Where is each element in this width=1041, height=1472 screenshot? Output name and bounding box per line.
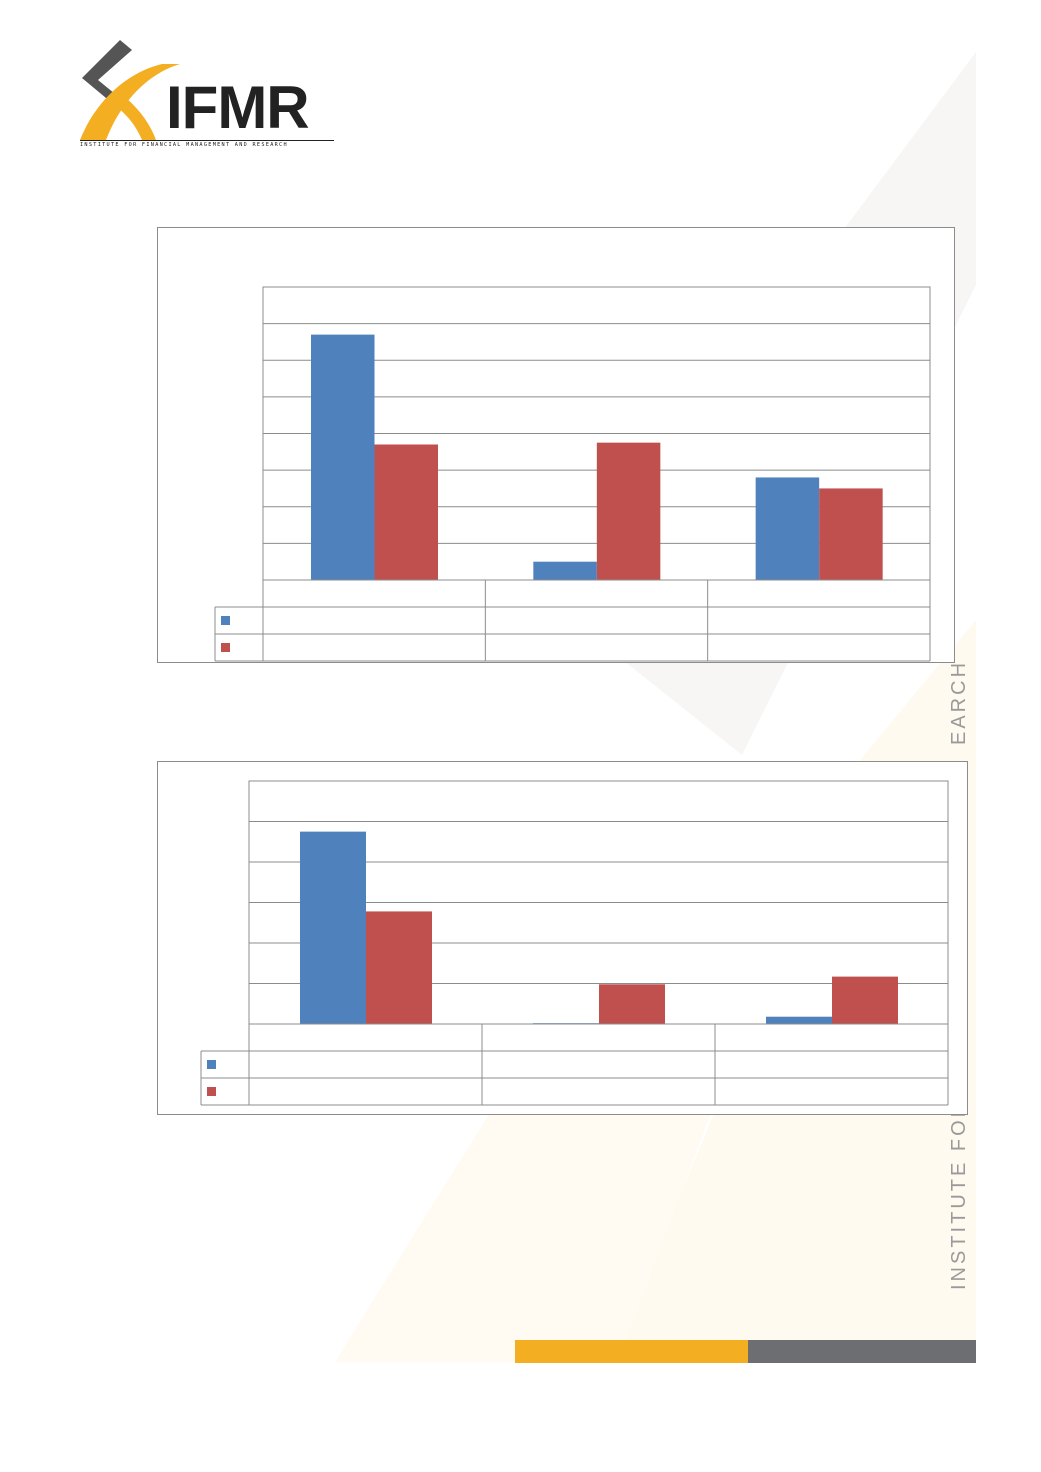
bar-series1-cat3 bbox=[766, 1016, 832, 1024]
bar-series1-cat1 bbox=[311, 334, 375, 580]
logo-grey-chevron bbox=[82, 40, 132, 98]
chart-2-svg bbox=[200, 780, 949, 1106]
logo-wordmark: IFMR bbox=[166, 74, 310, 141]
bar-series1-cat2 bbox=[533, 561, 597, 580]
bar-series1-cat1 bbox=[300, 831, 366, 1024]
footer-bar-grey bbox=[748, 1340, 976, 1363]
bar-series2-cat2 bbox=[596, 442, 661, 580]
logo-tagline: INSTITUTE FOR FINANCIAL MANAGEMENT AND R… bbox=[80, 140, 334, 148]
side-text-part2: EARCH bbox=[948, 659, 970, 745]
footer-bar-gold bbox=[515, 1340, 748, 1363]
legend-key-series1 bbox=[221, 616, 230, 625]
chart-1-svg bbox=[214, 286, 931, 662]
legend-key-series2 bbox=[221, 643, 230, 652]
legend-key-series2 bbox=[207, 1087, 216, 1096]
bar-series1-cat3 bbox=[755, 477, 820, 580]
chart-1 bbox=[157, 227, 955, 663]
logo-gold-arc bbox=[80, 64, 180, 140]
ifmr-logo: IFMR INSTITUTE FOR FINANCIAL MANAGEMENT … bbox=[76, 40, 336, 156]
bar-series2-cat1 bbox=[366, 911, 432, 1024]
logo-mark bbox=[80, 40, 180, 140]
bar-series2-cat3 bbox=[819, 488, 883, 580]
logo-gold-swoosh bbox=[116, 98, 156, 140]
chart-2 bbox=[157, 761, 968, 1115]
vertical-side-text-top: EARCH bbox=[948, 660, 971, 745]
bar-series2-cat3 bbox=[832, 976, 898, 1024]
bar-series2-cat1 bbox=[374, 444, 438, 580]
bar-series2-cat2 bbox=[599, 984, 665, 1024]
legend-key-series1 bbox=[207, 1060, 216, 1069]
